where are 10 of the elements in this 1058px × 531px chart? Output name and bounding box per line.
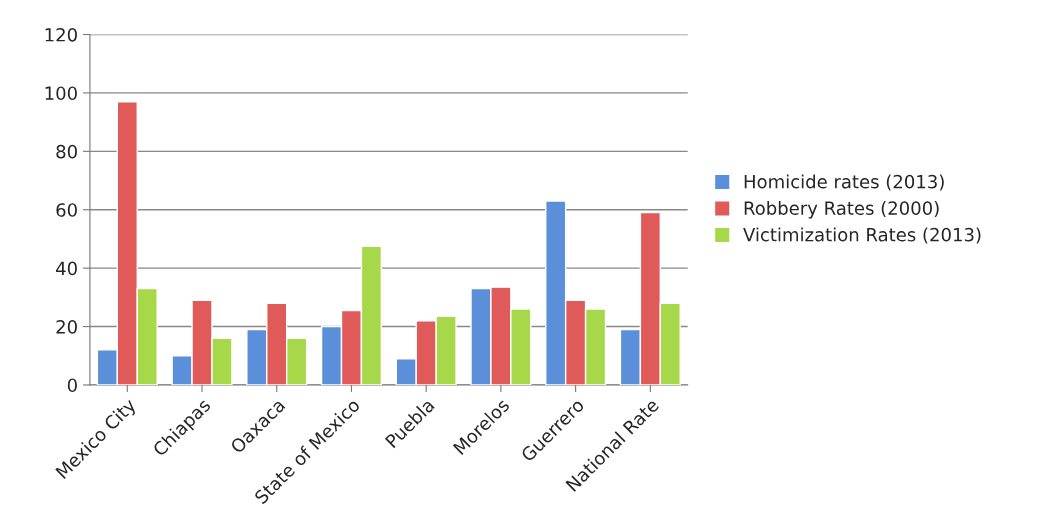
legend-label: Homicide rates (2013) bbox=[744, 174, 944, 191]
y-tick-label: 0 bbox=[67, 378, 77, 393]
y-tick-label: 80 bbox=[56, 144, 77, 159]
y-tick-label: 20 bbox=[56, 320, 77, 334]
y-tick-label: 40 bbox=[56, 261, 77, 276]
y-tick-label: 100 bbox=[45, 86, 77, 101]
legend-label: Victimization Rates (2013) bbox=[743, 227, 981, 244]
y-tick-label: 60 bbox=[56, 203, 77, 217]
y-tick-label: 120 bbox=[45, 27, 77, 42]
legend-label: Robbery Rates (2000) bbox=[744, 201, 939, 219]
